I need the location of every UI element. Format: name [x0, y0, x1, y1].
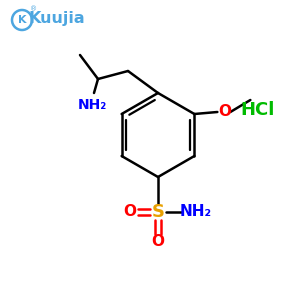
Text: NH₂: NH₂	[180, 205, 212, 220]
Text: NH₂: NH₂	[77, 98, 106, 112]
Text: O: O	[218, 104, 231, 119]
Text: Kuujia: Kuujia	[29, 11, 85, 26]
Text: S: S	[152, 203, 164, 221]
Text: ®: ®	[30, 6, 38, 12]
Text: HCl: HCl	[241, 101, 275, 119]
Text: O: O	[124, 205, 136, 220]
Text: O: O	[152, 235, 164, 250]
Text: K: K	[18, 15, 26, 25]
